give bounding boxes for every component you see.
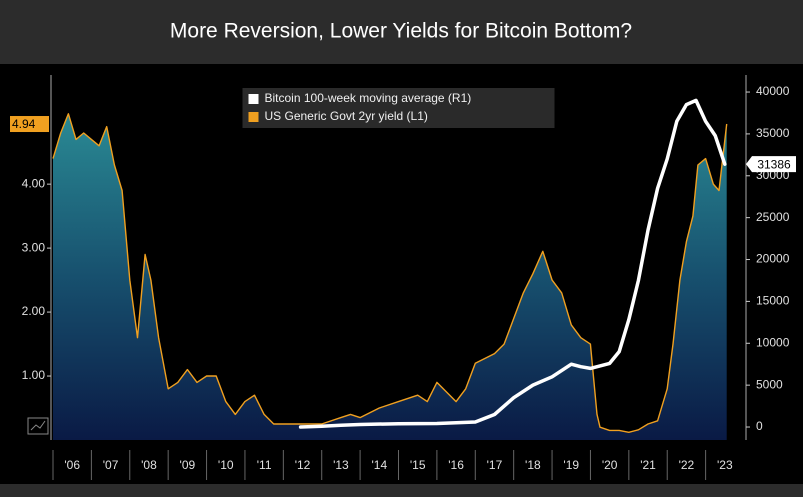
y2-tick-label: 25000 [756,210,790,224]
x-tick-label: '15 [410,458,426,472]
last-value-label: 4.94 [12,117,36,131]
x-tick-label: '06 [64,458,80,472]
x-tick-label: '18 [525,458,541,472]
x-tick-label: '23 [717,458,733,472]
x-tick-label: '17 [487,458,503,472]
x-tick-label: '21 [640,458,656,472]
yield-line [52,113,728,433]
y2-tick-label: 40000 [756,84,790,98]
x-tick-label: '20 [602,458,618,472]
legend-label: US Generic Govt 2yr yield (L1) [265,109,428,123]
bitcoin-line [298,98,727,429]
x-tick-label: '08 [141,458,157,472]
y-tick-label: 1.00 [22,368,46,382]
plot-background [53,75,744,440]
x-tick-label: '16 [448,458,464,472]
x-tick-label: '11 [257,458,272,472]
last-value-label: 31386 [757,157,791,171]
x-tick-label: '13 [333,458,349,472]
plot-area: 1.00 2.00 3.00 4.00 0 5000 10000 15000 20000 2500… [10,75,796,484]
y2-tick-label: 20000 [756,252,790,266]
x-tick-label: '19 [563,458,579,472]
last-value-box [746,156,796,173]
x-tick-label: '14 [371,458,387,472]
x-tick-label: '10 [218,458,234,472]
y2-tick-label: 15000 [756,294,790,308]
y-tick-label: 2.00 [22,304,46,318]
y2-tick-label: 10000 [756,335,790,349]
legend-box [242,88,555,128]
y-tick-label: 3.00 [22,240,46,254]
y-tick-label: 4.00 [22,176,46,190]
footer-bar [0,484,803,497]
legend-swatch [248,112,259,122]
legend-swatch [248,94,259,104]
y2-tick-label: 35000 [756,126,790,140]
x-tick-label: '07 [103,458,119,472]
y2-tick-label: 5000 [756,377,783,391]
x-tick-label: '12 [295,458,311,472]
yield-area [53,113,727,441]
x-tick-label: '09 [180,458,196,472]
chart-title: More Reversion, Lower Yields for Bitcoin… [170,20,632,43]
legend-label: Bitcoin 100-week moving average (R1) [265,91,472,105]
title-bar [0,0,803,64]
last-value-box [10,116,49,133]
chart-icon-line [30,420,46,431]
x-tick-label: '22 [679,458,695,472]
chart-icon [27,417,49,435]
y2-tick-label: 0 [756,419,763,433]
